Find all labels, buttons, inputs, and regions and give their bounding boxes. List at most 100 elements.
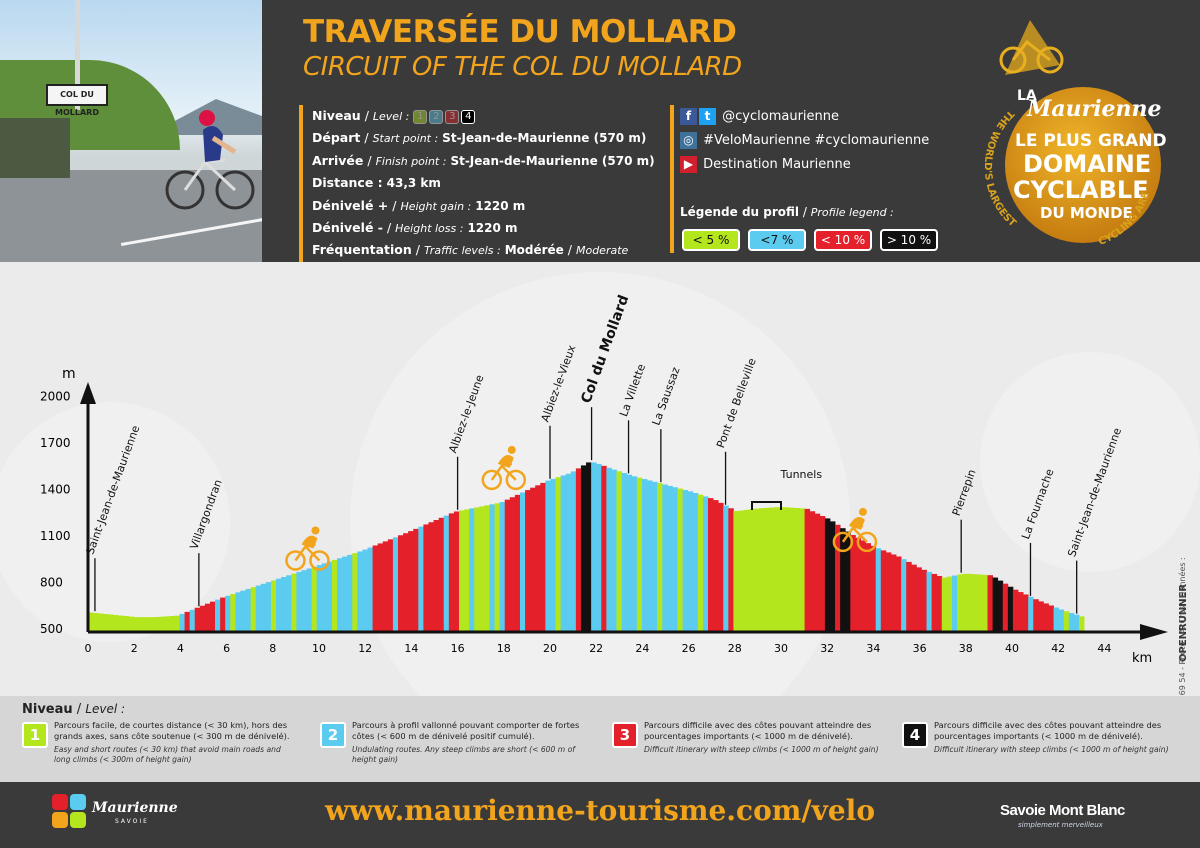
profile-segment — [941, 577, 948, 632]
profile-segment — [174, 615, 180, 632]
profile-segment — [586, 462, 592, 632]
elevation-profile: m km 2000 1700 1400 1100 800 500 0 2 4 6 8 10 12 14 1… — [0, 262, 1200, 696]
profile-segment — [1048, 605, 1054, 632]
profile-segment — [260, 583, 267, 632]
x-tick-label: 40 — [1005, 642, 1019, 655]
profile-segment — [652, 481, 658, 632]
footer: Maurienne SAVOIE www.maurienne-tourisme.… — [0, 782, 1200, 848]
savoie-mont-blanc-tagline: simplement merveilleux — [1018, 821, 1103, 829]
profile-legend-title: Légende du profil / Profile legend : — [680, 205, 894, 219]
place-label: Tunnels — [780, 468, 823, 481]
profile-segment — [596, 463, 602, 632]
level-badge-active: 4 — [461, 109, 476, 124]
profile-segment — [484, 505, 490, 632]
profile-segment — [1038, 601, 1044, 632]
profile-segment — [926, 571, 933, 632]
level-2: 2 Parcours à profil vallonné pouvant com… — [320, 720, 590, 778]
x-tick-label: 8 — [269, 642, 276, 655]
profile-segment — [423, 524, 429, 632]
profile-segment — [265, 582, 272, 632]
profile-segment — [1007, 586, 1014, 632]
photo-sign: COL DU MOLLARD — [46, 84, 108, 117]
profile-segment — [138, 617, 145, 632]
profile-segment — [946, 576, 953, 632]
twitter-icon[interactable]: t — [699, 108, 716, 125]
level-1: 1 Parcours facile, de courtes distance (… — [22, 720, 292, 778]
svg-text:LA: LA — [1017, 88, 1037, 104]
legend-lt7: <7 % — [748, 229, 806, 251]
profile-segment — [535, 485, 541, 632]
profile-segment — [286, 575, 292, 632]
cyclist-markers — [285, 445, 878, 571]
profile-segment — [677, 488, 683, 632]
profile-segment — [1023, 594, 1029, 632]
profile-segment — [230, 594, 236, 632]
instagram-icon[interactable]: ◎ — [680, 132, 697, 149]
profile-segment — [148, 617, 155, 632]
profile-segment — [997, 580, 1004, 632]
profile-segment — [758, 508, 765, 632]
x-tick-label: 14 — [404, 642, 418, 655]
profile-segment — [555, 477, 562, 632]
profile-segment — [753, 508, 760, 632]
profile-segment — [474, 507, 480, 632]
social-instagram[interactable]: ◎ #VeloMaurienne #cyclomaurienne — [680, 129, 940, 153]
profile-segment — [326, 561, 333, 632]
social-youtube[interactable]: ▶ Destination Maurienne — [680, 153, 940, 177]
svg-text:Maurienne: Maurienne — [1026, 96, 1162, 122]
profile-segment — [189, 609, 196, 632]
profile-segment — [1043, 603, 1049, 632]
y-tick-label: 1100 — [40, 529, 71, 543]
profile-segment — [763, 507, 770, 632]
profile-segment — [245, 588, 252, 632]
y-tick-label: 1400 — [40, 483, 71, 497]
profile-segment — [306, 568, 313, 632]
profile-segment — [951, 575, 958, 632]
profile-segment — [169, 616, 175, 632]
profile-segment — [840, 528, 846, 632]
profile-segment — [514, 494, 521, 632]
profile-axes — [80, 382, 1168, 640]
facebook-icon[interactable]: f — [680, 108, 697, 125]
x-tick-label: 26 — [682, 642, 696, 655]
website-link[interactable]: www.maurienne-tourisme.com/velo — [324, 794, 875, 827]
profile-segment — [1018, 592, 1024, 632]
cyclist-icon — [481, 445, 527, 491]
profile-segment — [692, 492, 699, 632]
profile-segment — [616, 471, 623, 632]
profile-segment — [672, 487, 678, 632]
profile-segment — [636, 477, 643, 632]
x-tick-label: 28 — [728, 642, 742, 655]
profile-segment — [768, 507, 775, 632]
profile-segment — [1012, 589, 1019, 632]
profile-segment — [565, 473, 572, 632]
profile-segment — [1058, 609, 1065, 632]
profile-segment — [901, 559, 907, 632]
profile-segment — [387, 539, 394, 632]
profile-segment — [733, 511, 739, 632]
profile-segment — [1033, 599, 1039, 632]
profile-segment — [194, 607, 201, 632]
profile-segment — [367, 547, 373, 632]
profile-segment — [829, 521, 836, 632]
profile-segment — [682, 489, 689, 632]
x-tick-label: 20 — [543, 642, 557, 655]
profile-segment — [916, 567, 922, 632]
x-tick-label: 44 — [1097, 642, 1111, 655]
profile-segment — [626, 474, 633, 632]
maurienne-logo-text: Maurienne — [92, 800, 178, 816]
profile-segment — [88, 612, 94, 632]
profile-segment — [601, 465, 607, 632]
profile-segment — [311, 566, 318, 632]
profile-segment — [550, 478, 556, 632]
profile-segment — [977, 574, 983, 632]
youtube-icon[interactable]: ▶ — [680, 156, 697, 173]
profile-segment — [875, 548, 882, 632]
info-height-gain: Dénivelé + / Height gain : 1220 m — [312, 197, 526, 213]
profile-segment — [103, 614, 109, 632]
profile-segment — [143, 617, 150, 632]
profile-segment — [342, 556, 348, 632]
